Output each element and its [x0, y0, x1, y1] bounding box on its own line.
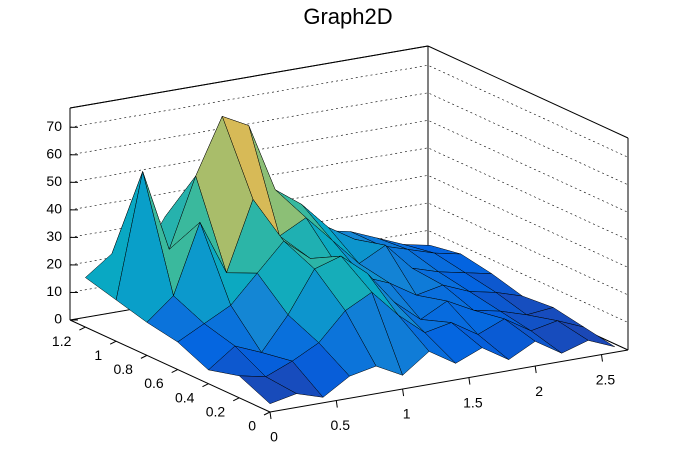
box-edge [69, 45, 429, 109]
y-tick-label: 0.6 [144, 375, 164, 391]
y-tick [263, 411, 271, 416]
y-tick-label: 0.8 [113, 361, 133, 377]
chart-title: Graph2D [303, 4, 392, 29]
z-tick-label: 10 [46, 283, 62, 299]
x-tick-label: 0.5 [331, 417, 351, 433]
x-tick-label: 0 [270, 429, 278, 445]
x-tick [335, 400, 338, 408]
x-tick [468, 377, 471, 385]
x-tick-label: 2 [535, 383, 543, 399]
z-tick-label: 30 [46, 228, 62, 244]
y-tick [109, 340, 117, 345]
z-tick-label: 0 [54, 311, 62, 327]
x-tick-label: 2.5 [596, 371, 616, 387]
y-axis [69, 319, 271, 413]
y-tick-label: 1 [94, 347, 102, 363]
z-tick-label: 50 [46, 173, 62, 189]
x-tick-label: 1 [403, 406, 411, 422]
y-tick [233, 397, 240, 402]
y-tick-label: 1.2 [52, 333, 72, 349]
y-tick [79, 326, 86, 331]
x-axis [269, 349, 629, 413]
z-tick-label: 70 [46, 118, 62, 134]
x-tick-label: 1.5 [463, 394, 483, 410]
y-tick-label: 0.4 [175, 389, 195, 405]
y-tick-label: 0.2 [206, 404, 226, 420]
x-tick [600, 354, 603, 362]
x-tick [534, 366, 537, 374]
y-tick [171, 369, 178, 373]
grid-line [69, 64, 629, 158]
grid-line [69, 120, 629, 213]
x-tick [269, 411, 272, 420]
y-tick [202, 383, 209, 388]
x-tick [402, 388, 405, 397]
y-tick [140, 354, 148, 359]
z-tick-label: 60 [46, 146, 62, 162]
grid-line [69, 92, 629, 186]
surface-cell [238, 375, 298, 405]
z-tick-label: 40 [46, 201, 62, 217]
z-tick-label: 20 [46, 256, 62, 272]
y-tick-label: 0 [248, 418, 256, 434]
box-edge [427, 45, 629, 139]
